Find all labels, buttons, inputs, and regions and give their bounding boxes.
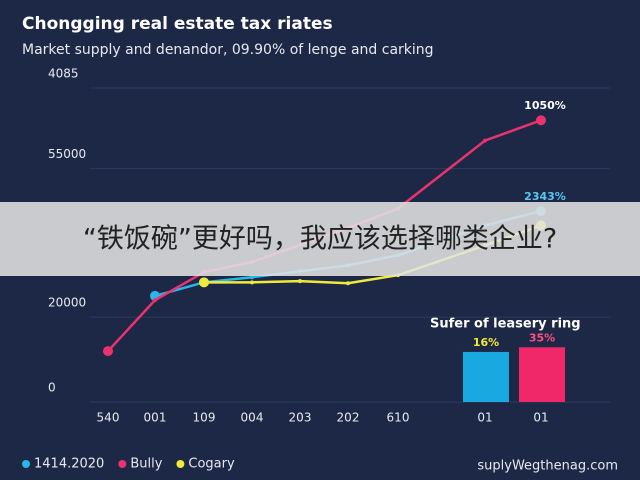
bar (519, 347, 565, 402)
y-tick-label: 0 (48, 381, 56, 395)
bar-label: 35% (529, 331, 555, 344)
point (103, 346, 113, 357)
footer: suplyWegthenag.com (477, 459, 618, 474)
legend-label: 1414.2020 (34, 457, 104, 472)
chart-title: Chongging real estate tax riates (22, 14, 333, 34)
bar (463, 351, 509, 402)
x-tick-label: 004 (241, 411, 264, 425)
annotation: 2343% (524, 190, 566, 203)
x-tick-label: 202 (337, 411, 360, 425)
point (199, 277, 209, 288)
legend-swatch (176, 460, 185, 468)
legend-label: Cogary (188, 457, 235, 472)
y-tick-label: 55000 (48, 147, 86, 161)
x-tick-label: 109 (193, 411, 216, 425)
x-tick-label: 540 (97, 411, 120, 425)
annotation: 1050% (524, 99, 566, 112)
y-tick-label: 20000 (48, 296, 86, 310)
point (483, 138, 487, 143)
banner-bg (0, 202, 640, 276)
point (153, 298, 157, 303)
bar-label: 16% (473, 336, 499, 349)
chart-subtitle: Market supply and denandor, 09.90% of le… (22, 42, 434, 58)
banner-text: “铁饭碗”更好吗，我应该选择哪类企业? (83, 224, 557, 255)
bars-title: Sufer of leasery ring (430, 317, 581, 332)
x-tick-label: 01 (533, 411, 548, 425)
legend-label: Bully (130, 457, 162, 472)
point (298, 279, 302, 284)
x-tick-label: 610 (387, 411, 410, 425)
legend-swatch (118, 460, 127, 468)
x-tick-label: 01 (477, 411, 492, 425)
point (250, 275, 254, 280)
point (346, 281, 350, 286)
legend-swatch (22, 460, 30, 468)
point (250, 280, 254, 285)
x-tick-label: 203 (289, 411, 312, 425)
x-tick-label: 001 (144, 411, 167, 425)
point (536, 115, 546, 126)
y-tick-label: 4085 (48, 67, 79, 81)
